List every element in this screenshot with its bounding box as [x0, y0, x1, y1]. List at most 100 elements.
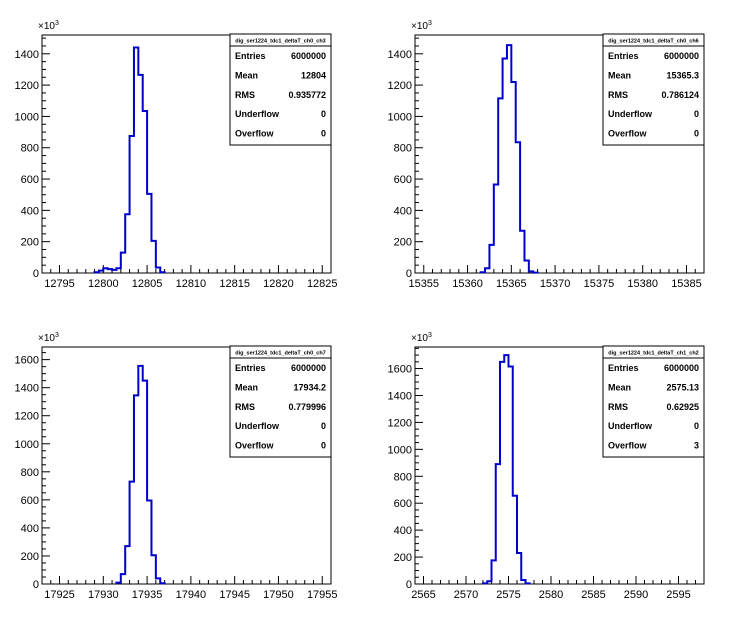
- histogram-bin: [504, 355, 508, 584]
- stat-label: Overflow: [235, 129, 275, 139]
- x-tick-label: 17955: [307, 589, 338, 601]
- histogram-title: dig_ser1224_tdc1_deltaT_ch0_ch7: [235, 351, 326, 357]
- y-tick-label: 1400: [15, 383, 39, 395]
- histogram-line: [479, 44, 539, 274]
- stat-label: Underflow: [235, 109, 280, 119]
- stat-label: RMS: [608, 402, 628, 412]
- plot-frame: [414, 34, 705, 274]
- stat-value: 6000000: [664, 51, 699, 61]
- stat-label: Underflow: [235, 421, 280, 431]
- stat-value: 3: [694, 441, 699, 451]
- stats-box: dig_ser1224_tdc1_deltaT_ch1_ch2 Entries 60…: [602, 345, 705, 458]
- stat-value: 12804: [301, 70, 326, 80]
- x-tick-label: 17930: [88, 589, 119, 601]
- stat-label: Mean: [608, 70, 631, 80]
- y-tick-label: 0: [406, 268, 412, 280]
- y-tick-label: 200: [394, 237, 412, 249]
- y-tick-label: 1200: [15, 411, 39, 423]
- x-tick-label: 15375: [584, 278, 615, 290]
- y-exponent-label: ×103: [411, 20, 432, 32]
- y-tick-label: 0: [33, 579, 39, 591]
- y-tick-label: 1000: [388, 444, 412, 456]
- stat-label: Overflow: [608, 129, 648, 139]
- y-tick-label: 1400: [15, 49, 39, 61]
- y-tick-label: 1000: [15, 439, 39, 451]
- histogram-bin: [138, 366, 142, 584]
- stat-label: Underflow: [608, 421, 653, 431]
- y-tick-label: 0: [406, 579, 412, 591]
- x-tick-label: 12825: [307, 278, 338, 290]
- stat-value: 0.786124: [661, 90, 699, 100]
- stat-value: 17934.2: [293, 382, 326, 392]
- x-tick-label: 12795: [44, 278, 75, 290]
- y-tick-label: 1200: [15, 80, 39, 92]
- y-tick-label: 1400: [388, 49, 412, 61]
- y-tick-label: 800: [394, 471, 412, 483]
- y-exponent-label: ×103: [411, 332, 432, 344]
- y-exponent-label: ×103: [38, 20, 59, 32]
- stat-label: Entries: [235, 363, 266, 373]
- x-tick-label: 15360: [452, 278, 483, 290]
- y-tick-label: 400: [394, 205, 412, 217]
- y-tick-label: 1200: [388, 417, 412, 429]
- y-tick-label: 1000: [15, 111, 39, 123]
- y-tick-label: 1000: [388, 111, 412, 123]
- stats-box-frame: [602, 33, 705, 146]
- stat-value: 0.935772: [288, 90, 326, 100]
- x-tick-label: 2590: [624, 589, 648, 601]
- y-tick-label: 800: [394, 143, 412, 155]
- y-tick-label: 1400: [388, 390, 412, 402]
- stats-box: dig_ser1224_tdc1_deltaT_ch0_ch6 Entries 60…: [602, 33, 705, 146]
- y-tick-label: 1200: [388, 80, 412, 92]
- stat-value: 0: [694, 109, 699, 119]
- x-tick-label: 17950: [263, 589, 294, 601]
- stat-value: 0: [694, 129, 699, 139]
- x-tick-label: 17945: [219, 589, 250, 601]
- x-tick-label: 15365: [496, 278, 527, 290]
- x-tick-label: 2595: [666, 589, 690, 601]
- histogram-title: dig_ser1224_tdc1_deltaT_ch0_ch3: [235, 39, 326, 45]
- x-tick-label: 15370: [540, 278, 571, 290]
- stat-value: 2575.13: [666, 382, 699, 392]
- y-tick-label: 600: [21, 495, 39, 507]
- stat-label: Mean: [235, 382, 258, 392]
- y-exponent-label: ×103: [38, 332, 59, 344]
- stats-box-frame: [602, 345, 705, 458]
- histogram-title: dig_ser1224_tdc1_deltaT_ch1_ch2: [608, 351, 699, 357]
- stat-label: Mean: [608, 382, 631, 392]
- stats-box: dig_ser1224_tdc1_deltaT_ch0_ch7 Entries 60…: [229, 345, 332, 458]
- x-tick-label: 2565: [411, 589, 435, 601]
- stat-label: Entries: [235, 51, 266, 61]
- y-tick-label: 400: [21, 205, 39, 217]
- stat-value: 6000000: [664, 363, 699, 373]
- stat-value: 0: [321, 441, 326, 451]
- plot-frame: [41, 34, 332, 274]
- y-tick-label: 800: [21, 467, 39, 479]
- stats-box-frame: [229, 33, 332, 146]
- y-tick-label: 200: [394, 552, 412, 564]
- stat-label: Mean: [235, 70, 258, 80]
- stat-label: Overflow: [608, 441, 648, 451]
- x-tick-label: 2580: [539, 589, 563, 601]
- y-tick-label: 0: [33, 268, 39, 280]
- y-tick-label: 600: [394, 174, 412, 186]
- stat-label: Underflow: [608, 109, 653, 119]
- x-tick-label: 17925: [44, 589, 75, 601]
- stat-label: Entries: [608, 363, 639, 373]
- stat-value: 0.62925: [666, 402, 699, 412]
- stats-box-frame: [229, 345, 332, 458]
- stat-value: 0: [694, 421, 699, 431]
- x-tick-label: 15380: [627, 278, 658, 290]
- x-tick-label: 12815: [219, 278, 250, 290]
- histogram-panel: 17925 17930 17935 17940 17945 17950 17955 0 200 4…: [15, 332, 338, 601]
- stat-value: 15365.3: [666, 70, 699, 80]
- stats-box: dig_ser1224_tdc1_deltaT_ch0_ch3 Entries 60…: [229, 33, 332, 146]
- histogram-title: dig_ser1224_tdc1_deltaT_ch0_ch6: [608, 39, 699, 45]
- histogram-line: [93, 46, 166, 274]
- x-tick-label: 15355: [408, 278, 439, 290]
- y-tick-label: 800: [21, 143, 39, 155]
- y-tick-label: 1600: [388, 364, 412, 376]
- y-tick-label: 1600: [15, 355, 39, 367]
- stat-value: 6000000: [291, 363, 326, 373]
- x-tick-label: 2570: [454, 589, 478, 601]
